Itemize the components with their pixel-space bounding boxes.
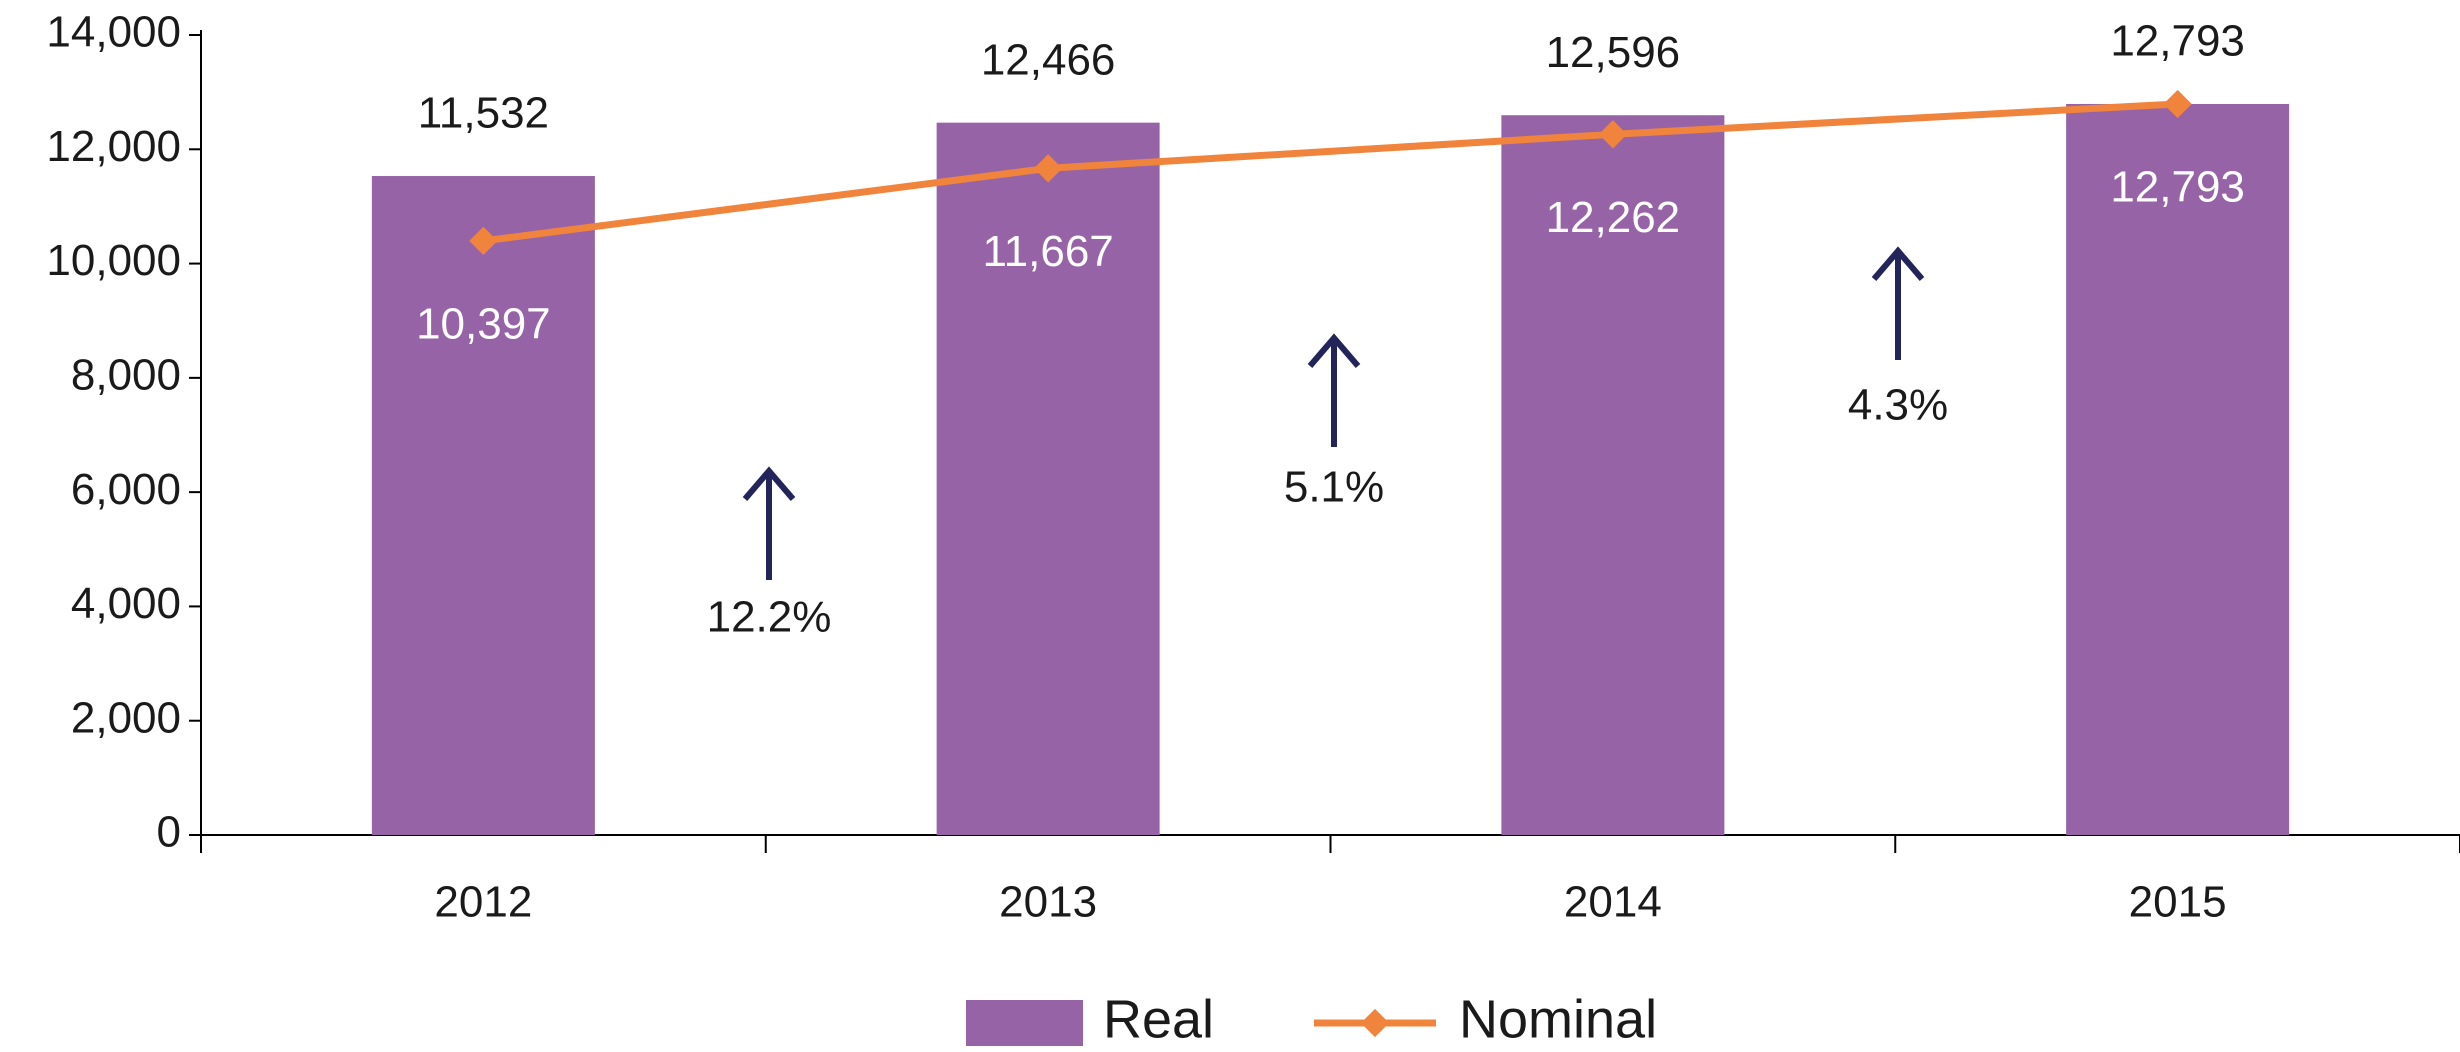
arrow-head	[742, 466, 796, 501]
bar	[936, 122, 1160, 835]
arrow-head	[1307, 333, 1361, 368]
x-tick-label: 2012	[434, 878, 532, 927]
legend-marker	[1360, 1008, 1390, 1038]
legend-label: Real	[1103, 989, 1214, 1049]
arrow-head	[1871, 246, 1925, 281]
y-tick-label: 10,000	[46, 236, 181, 285]
annotation: 4.3%	[1848, 381, 1948, 430]
annotation: 12.2%	[707, 593, 832, 642]
y-tick-label: 6,000	[71, 465, 181, 514]
legend-swatch	[966, 1000, 1083, 1046]
annotation: 5.1%	[1284, 463, 1384, 512]
bar	[371, 176, 595, 835]
line-marker	[1598, 120, 1628, 149]
line-value-label: 11,667	[982, 227, 1113, 276]
line	[482, 100, 2178, 245]
y-tick-label: 12,000	[46, 122, 181, 171]
legend-label: Nominal	[1459, 989, 1657, 1049]
x-tick-label: 2015	[2129, 878, 2227, 927]
y-tick-label: 14,000	[46, 8, 181, 57]
bar	[1501, 115, 1725, 835]
y-tick-label: 2,000	[71, 693, 181, 742]
line-value-label: 12,793	[2110, 163, 2245, 212]
line-value-label: 12,262	[1546, 193, 1681, 242]
x-tick-label: 2014	[1564, 878, 1662, 927]
line-value-label: 10,397	[416, 300, 551, 349]
bar-value-label: 12,466	[981, 35, 1116, 84]
y-tick-label: 4,000	[71, 579, 181, 628]
bar-value-label: 12,793	[2110, 17, 2245, 66]
bar-value-label: 12,596	[1546, 28, 1681, 77]
line-marker	[2163, 89, 2192, 119]
bar	[2066, 103, 2290, 835]
y-tick-label: 0	[157, 808, 181, 857]
x-tick-label: 2013	[999, 878, 1097, 927]
y-tick-label: 8,000	[71, 350, 181, 399]
bar-value-label: 11,532	[418, 89, 549, 138]
line-marker	[1033, 154, 1063, 183]
